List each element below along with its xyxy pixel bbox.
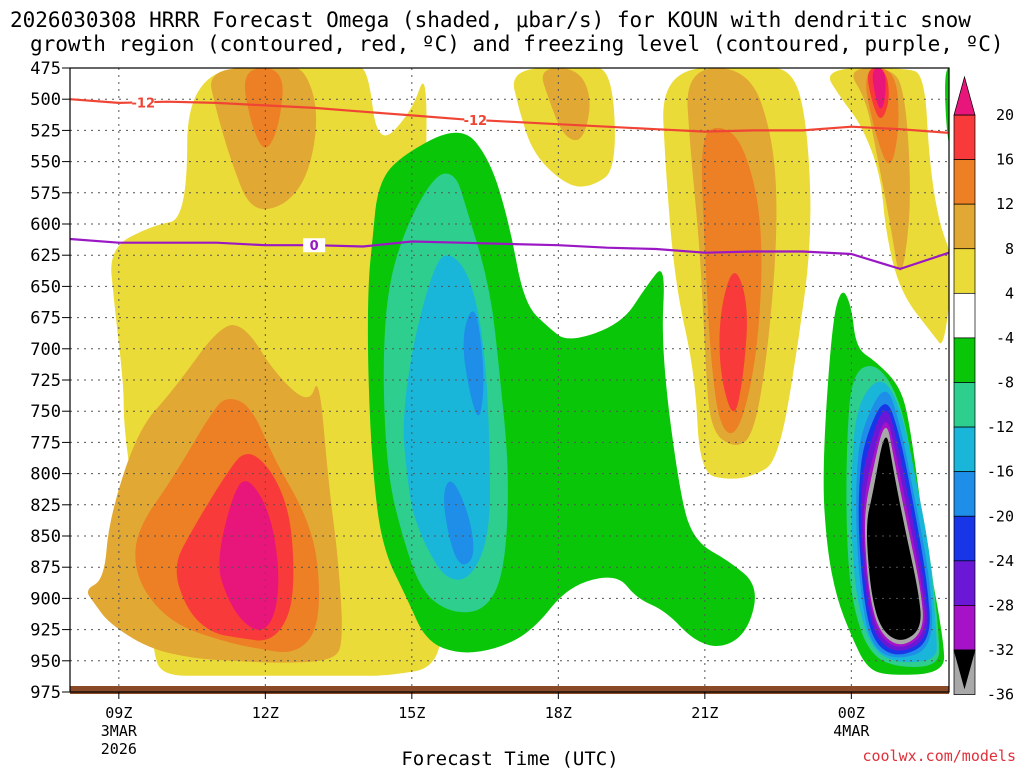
colorbar-box-10 bbox=[953, 515, 976, 562]
y-tick-label-850: 850 bbox=[30, 527, 61, 547]
x-tick-label-09Z: 09Z bbox=[105, 704, 132, 722]
x-date-label-09Z: 3MAR bbox=[101, 722, 138, 740]
colorbar-box-8 bbox=[953, 426, 976, 473]
y-tick-label-825: 825 bbox=[30, 496, 61, 516]
omega-region-p20-16 bbox=[219, 481, 279, 630]
colorbar-label--24: -24 bbox=[987, 552, 1014, 570]
colorbar-label-20: 20 bbox=[996, 106, 1014, 124]
chart-title-line-2: growth region (contoured, red, ºC) and f… bbox=[30, 32, 1004, 56]
x-date-label-00Z: 4MAR bbox=[833, 722, 870, 740]
y-tick-label-550: 550 bbox=[30, 153, 61, 173]
dendritic-growth-label-0: -12 bbox=[132, 96, 156, 111]
colorbar-label--16: -16 bbox=[987, 463, 1014, 481]
y-tick-label-950: 950 bbox=[30, 652, 61, 672]
colorbar-box-1 bbox=[953, 114, 976, 160]
freezing-level-contour bbox=[70, 237, 949, 271]
colorbar-label--36: -36 bbox=[987, 686, 1014, 704]
chart-title-line-1: 2026030308 HRRR Forecast Omega (shaded, … bbox=[10, 8, 971, 32]
colorbar-box-3 bbox=[953, 203, 976, 250]
y-tick-label-725: 725 bbox=[30, 371, 61, 391]
y-tick-label-600: 600 bbox=[30, 215, 61, 235]
y-axis: 475 500 525 550 575 600 625 650 675 700 725 750 775 8… bbox=[30, 59, 70, 703]
y-tick-label-975: 975 bbox=[30, 683, 61, 703]
colorbar-label--32: -32 bbox=[987, 641, 1014, 659]
x-tick-label-15Z: 15Z bbox=[398, 704, 425, 722]
colorbar-box-7 bbox=[953, 382, 976, 428]
x-tick-label-12Z: 12Z bbox=[252, 704, 279, 722]
y-tick-label-650: 650 bbox=[30, 277, 61, 297]
y-tick-label-900: 900 bbox=[30, 589, 61, 609]
omega-region-p8-6 bbox=[542, 68, 590, 141]
colorbar-label-12: 12 bbox=[996, 195, 1014, 213]
omega-region-m36-32 bbox=[867, 437, 921, 640]
dendritic-growth-label-bg-1 bbox=[464, 112, 487, 127]
colorbar-label--8: -8 bbox=[996, 374, 1014, 392]
colorbar-label--28: -28 bbox=[987, 596, 1014, 614]
omega-region-m16-26 bbox=[444, 481, 474, 565]
colorbar-box-5 bbox=[953, 292, 976, 339]
y-tick-label-750: 750 bbox=[30, 402, 61, 422]
y-tick-label-775: 775 bbox=[30, 433, 61, 453]
y-tick-label-475: 475 bbox=[30, 59, 61, 79]
contours: -12 -12 0 bbox=[70, 95, 949, 271]
grid bbox=[70, 68, 949, 692]
colorbar-label--20: -20 bbox=[987, 507, 1014, 525]
y-tick-label-625: 625 bbox=[30, 246, 61, 266]
dendritic-growth-label-bg-0 bbox=[132, 95, 155, 110]
x-tick-label-18Z: 18Z bbox=[545, 704, 572, 722]
y-tick-label-575: 575 bbox=[30, 184, 61, 204]
colorbar-box-6 bbox=[953, 337, 976, 383]
colorbar-label-8: 8 bbox=[1005, 240, 1014, 258]
colorbar-label--12: -12 bbox=[987, 418, 1014, 436]
colorbar-top-arrow bbox=[953, 75, 976, 116]
dendritic-growth-label-1: -12 bbox=[464, 114, 488, 129]
freezing-level-label-bg-0 bbox=[303, 238, 326, 253]
colorbar-label--4: -4 bbox=[996, 329, 1014, 347]
x-tick-label-00Z: 00Z bbox=[838, 704, 865, 722]
freezing-level-label-0: 0 bbox=[310, 239, 319, 254]
colorbar-box-4 bbox=[953, 248, 976, 294]
x-year-label-09Z: 2026 bbox=[101, 740, 137, 758]
omega-region-p16-14 bbox=[719, 273, 747, 412]
y-tick-label-525: 525 bbox=[30, 121, 61, 141]
colorbar-box-9 bbox=[953, 471, 976, 517]
y-tick-label-925: 925 bbox=[30, 621, 61, 641]
y-tick-label-500: 500 bbox=[30, 90, 61, 110]
colorbar-box-11 bbox=[953, 560, 976, 606]
colorbar: 20 16 12 8 4 -4 -8 -12 -16 -20 -24 -28 -32 -36 bbox=[953, 75, 1014, 704]
y-tick-label-800: 800 bbox=[30, 465, 61, 485]
omega-region-p12-10 bbox=[244, 68, 283, 148]
omega-shading bbox=[87, 68, 949, 676]
ground-strip bbox=[70, 686, 949, 694]
omega-region-m16-25 bbox=[463, 311, 484, 416]
y-tick-label-700: 700 bbox=[30, 340, 61, 360]
colorbar-label-16: 16 bbox=[996, 151, 1014, 169]
omega-region-p20-17 bbox=[872, 68, 886, 109]
colorbar-label-4: 4 bbox=[1005, 284, 1014, 302]
y-tick-label-875: 875 bbox=[30, 558, 61, 578]
x-axis-label: Forecast Time (UTC) bbox=[401, 748, 618, 768]
credit-text: coolwx.com/models bbox=[862, 747, 1016, 765]
x-tick-label-21Z: 21Z bbox=[691, 704, 718, 722]
y-tick-label-675: 675 bbox=[30, 309, 61, 329]
colorbar-box-12 bbox=[953, 605, 976, 651]
colorbar-bottom-arrow bbox=[953, 649, 976, 690]
omega-region-m4-20 bbox=[945, 68, 949, 144]
colorbar-box-2 bbox=[953, 159, 976, 205]
dendritic-growth-contour bbox=[70, 98, 949, 134]
